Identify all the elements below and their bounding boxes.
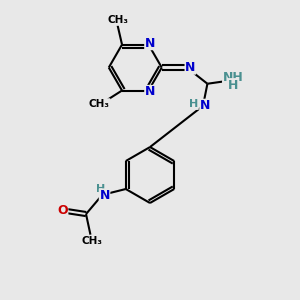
Text: N: N [145,37,155,50]
Text: NH: NH [223,71,243,84]
Text: N: N [185,61,196,74]
Text: N: N [99,189,110,202]
Text: CH₃: CH₃ [81,236,102,245]
Text: CH₃: CH₃ [107,15,128,25]
Text: H: H [96,184,105,194]
Text: N: N [145,85,155,98]
Text: CH₃: CH₃ [89,99,110,109]
Text: H: H [189,99,198,110]
Text: H: H [228,79,238,92]
Text: N: N [200,99,210,112]
Text: O: O [57,204,68,217]
